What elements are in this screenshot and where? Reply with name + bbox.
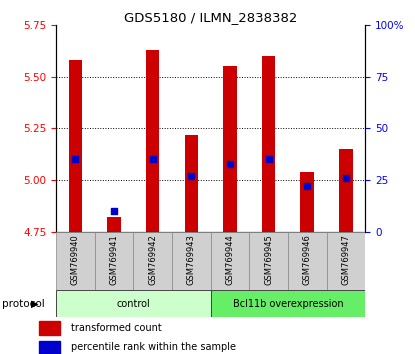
Text: GSM769940: GSM769940 xyxy=(71,235,80,285)
Bar xyxy=(68,60,82,232)
Text: control: control xyxy=(117,298,150,309)
Text: GSM769946: GSM769946 xyxy=(303,234,312,285)
Text: transformed count: transformed count xyxy=(71,323,161,333)
Bar xyxy=(300,172,314,232)
Point xyxy=(227,161,233,166)
Bar xyxy=(146,50,159,232)
Bar xyxy=(249,232,288,290)
Bar xyxy=(95,232,133,290)
Text: percentile rank within the sample: percentile rank within the sample xyxy=(71,342,236,353)
Bar xyxy=(210,232,249,290)
Text: GSM769945: GSM769945 xyxy=(264,235,273,285)
Bar xyxy=(39,321,60,335)
Point xyxy=(149,156,156,162)
Bar xyxy=(339,149,353,232)
Bar xyxy=(56,290,210,317)
Bar xyxy=(172,232,210,290)
Text: GSM769947: GSM769947 xyxy=(342,234,350,285)
Bar xyxy=(223,66,237,232)
Bar xyxy=(39,341,60,354)
Point xyxy=(304,183,310,189)
Bar xyxy=(210,290,365,317)
Bar xyxy=(262,56,275,232)
Point xyxy=(342,175,349,181)
Text: GSM769941: GSM769941 xyxy=(110,235,119,285)
Point xyxy=(111,209,117,214)
Bar xyxy=(107,217,121,232)
Point xyxy=(188,173,195,179)
Text: ▶: ▶ xyxy=(31,298,39,309)
Point xyxy=(265,156,272,162)
Bar xyxy=(56,232,95,290)
Text: GSM769942: GSM769942 xyxy=(148,235,157,285)
Title: GDS5180 / ILMN_2838382: GDS5180 / ILMN_2838382 xyxy=(124,11,297,24)
Bar xyxy=(327,232,365,290)
Point xyxy=(72,156,79,162)
Bar xyxy=(133,232,172,290)
Text: GSM769944: GSM769944 xyxy=(225,235,234,285)
Bar xyxy=(185,135,198,232)
Text: Bcl11b overexpression: Bcl11b overexpression xyxy=(232,298,343,309)
Bar xyxy=(288,232,327,290)
Text: GSM769943: GSM769943 xyxy=(187,234,196,285)
Text: protocol: protocol xyxy=(2,298,45,309)
